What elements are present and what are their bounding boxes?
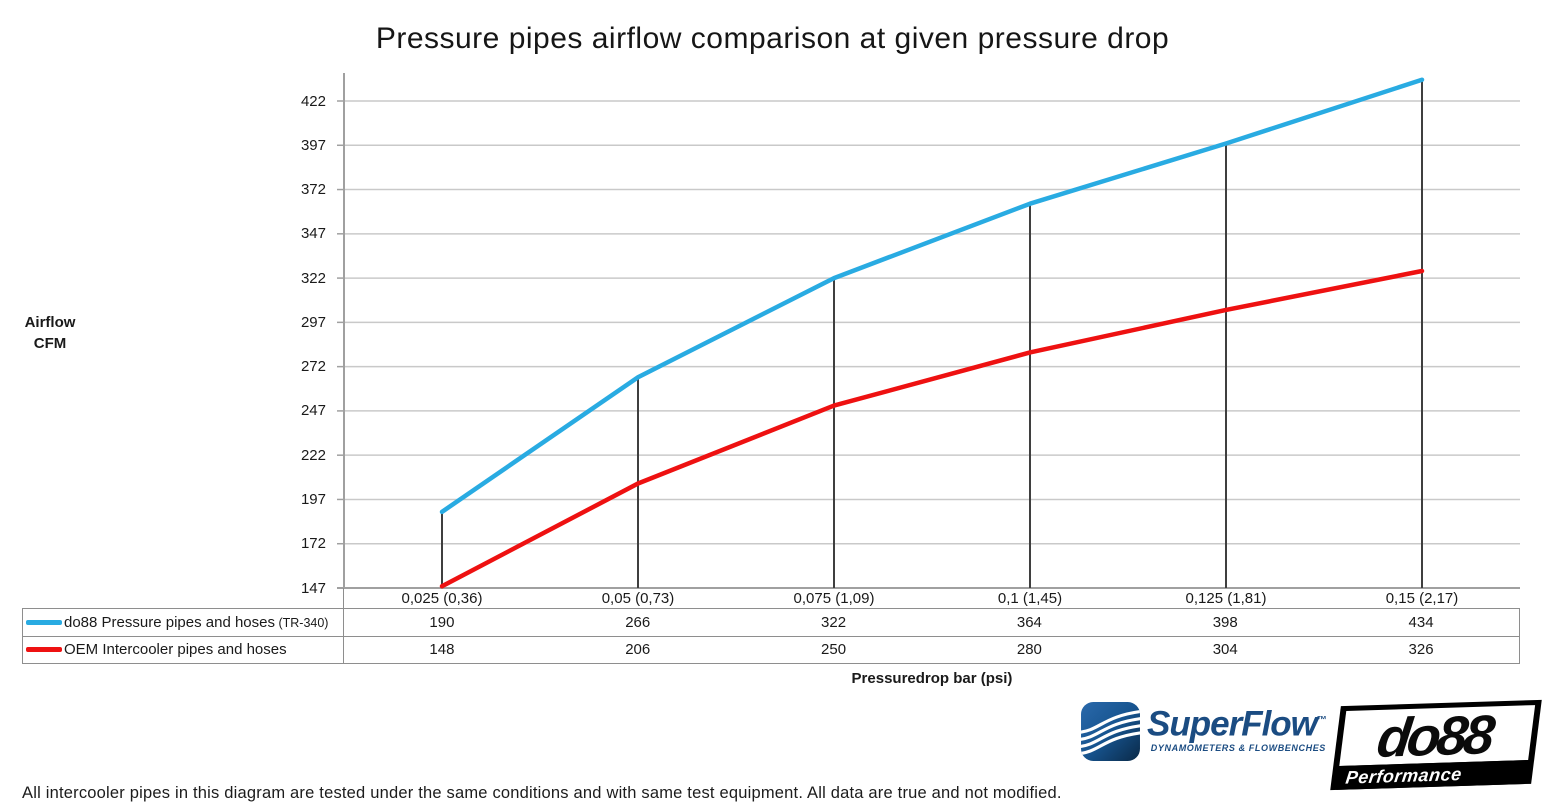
y-axis-tick-label: 247 [300, 402, 326, 420]
x-category-label: 0,075 (1,09) [793, 590, 875, 607]
do88-logo-panel: do88 [1339, 705, 1536, 766]
do88-value-cell: 434 [1408, 613, 1434, 631]
oem-values-row: 148 206 250 280 304 326 [344, 637, 1519, 664]
y-axis-tick-label: 422 [300, 92, 326, 110]
x-axis-category-row: 0,025 (0,36) 0,05 (0,73) 0,075 (1,09) 0,1 (… [344, 589, 1520, 608]
oem-value-cell: 250 [821, 641, 847, 659]
do88-line-swatch [26, 619, 62, 625]
chart-title: Pressure pipes airflow comparison at giv… [375, 22, 1170, 55]
y-axis-tick-label: 347 [300, 225, 326, 243]
y-axis-title-line1: Airflow [24, 314, 76, 331]
y-axis-title-line2: CFM [33, 335, 67, 352]
do88-value-cell: 322 [821, 613, 847, 631]
oem-value-cell: 304 [1212, 641, 1238, 659]
footer-note: All intercooler pipes in this diagram ar… [22, 784, 1062, 802]
data-table: 190 266 322 364 398 434 148 206 250 280 304 326 [344, 608, 1520, 664]
do88-series-line [439, 77, 1425, 515]
x-axis-title: Pressuredrop bar (psi) [851, 670, 1013, 687]
legend-label-oem-text: OEM Intercooler pipes and hoses [64, 641, 287, 659]
legend-label-oem: OEM Intercooler pipes and hoses [64, 641, 287, 658]
x-category-label: 0,025 (0,36) [401, 590, 483, 607]
do88-value-cell: 190 [429, 613, 455, 631]
superflow-brand-text: SuperFlow™ [1147, 704, 1327, 744]
plot-area [337, 73, 1520, 589]
y-axis-tick-label: 322 [300, 269, 326, 287]
do88-brand-text: do88 [1373, 705, 1495, 766]
oem-series-line [439, 268, 1425, 589]
superflow-logo-text: SuperFlow™ DYNAMOMETERS & FLOWBENCHES [1147, 701, 1327, 753]
do88-values-row: 190 266 322 364 398 434 [344, 609, 1519, 637]
y-axis-tick-label: 372 [300, 181, 326, 199]
superflow-logo: SuperFlow™ DYNAMOMETERS & FLOWBENCHES [1080, 701, 1327, 762]
oem-value-cell: 206 [625, 641, 651, 659]
x-category-label: 0,05 (0,73) [601, 590, 675, 607]
oem-line-swatch [26, 647, 62, 653]
y-axis-tick-label: 222 [300, 446, 326, 464]
x-category-label: 0,125 (1,81) [1185, 590, 1267, 607]
superflow-wave-icon [1081, 702, 1140, 761]
y-axis-tick-label: 197 [300, 490, 326, 508]
superflow-trademark: ™ [1316, 715, 1327, 726]
y-axis-tick-label: 397 [300, 136, 326, 154]
legend-table: do88 Pressure pipes and hoses (TR-340) O… [22, 608, 344, 664]
do88-value-cell: 398 [1212, 613, 1238, 631]
legend-label-do88-text: do88 Pressure pipes and hoses [64, 613, 275, 631]
y-axis-tick-label: 272 [300, 358, 326, 376]
chart-plot-svg [337, 73, 1520, 589]
legend-row-do88: do88 Pressure pipes and hoses (TR-340) [23, 609, 343, 637]
do88-value-cell: 266 [625, 613, 651, 631]
y-axis-tick-label: 297 [300, 313, 326, 331]
oem-value-cell: 148 [429, 641, 455, 659]
y-axis-title: Airflow CFM [6, 312, 94, 354]
x-category-label: 0,1 (1,45) [997, 590, 1063, 607]
legend-label-do88: do88 Pressure pipes and hoses (TR-340) [64, 614, 328, 631]
oem-value-cell: 280 [1016, 641, 1042, 659]
y-axis-tick-label: 147 [300, 579, 326, 597]
table-vertical-divider [342, 588, 344, 608]
superflow-tagline: DYNAMOMETERS & FLOWBENCHES [1150, 742, 1326, 753]
do88-logo: do88 Performance [1330, 699, 1542, 791]
legend-row-oem: OEM Intercooler pipes and hoses [23, 637, 343, 664]
x-category-label: 0,15 (2,17) [1385, 590, 1459, 607]
y-axis-tick-label: 172 [300, 535, 326, 553]
do88-value-cell: 364 [1016, 613, 1042, 631]
legend-label-do88-suffix: (TR-340) [274, 615, 329, 630]
oem-value-cell: 326 [1408, 641, 1434, 659]
